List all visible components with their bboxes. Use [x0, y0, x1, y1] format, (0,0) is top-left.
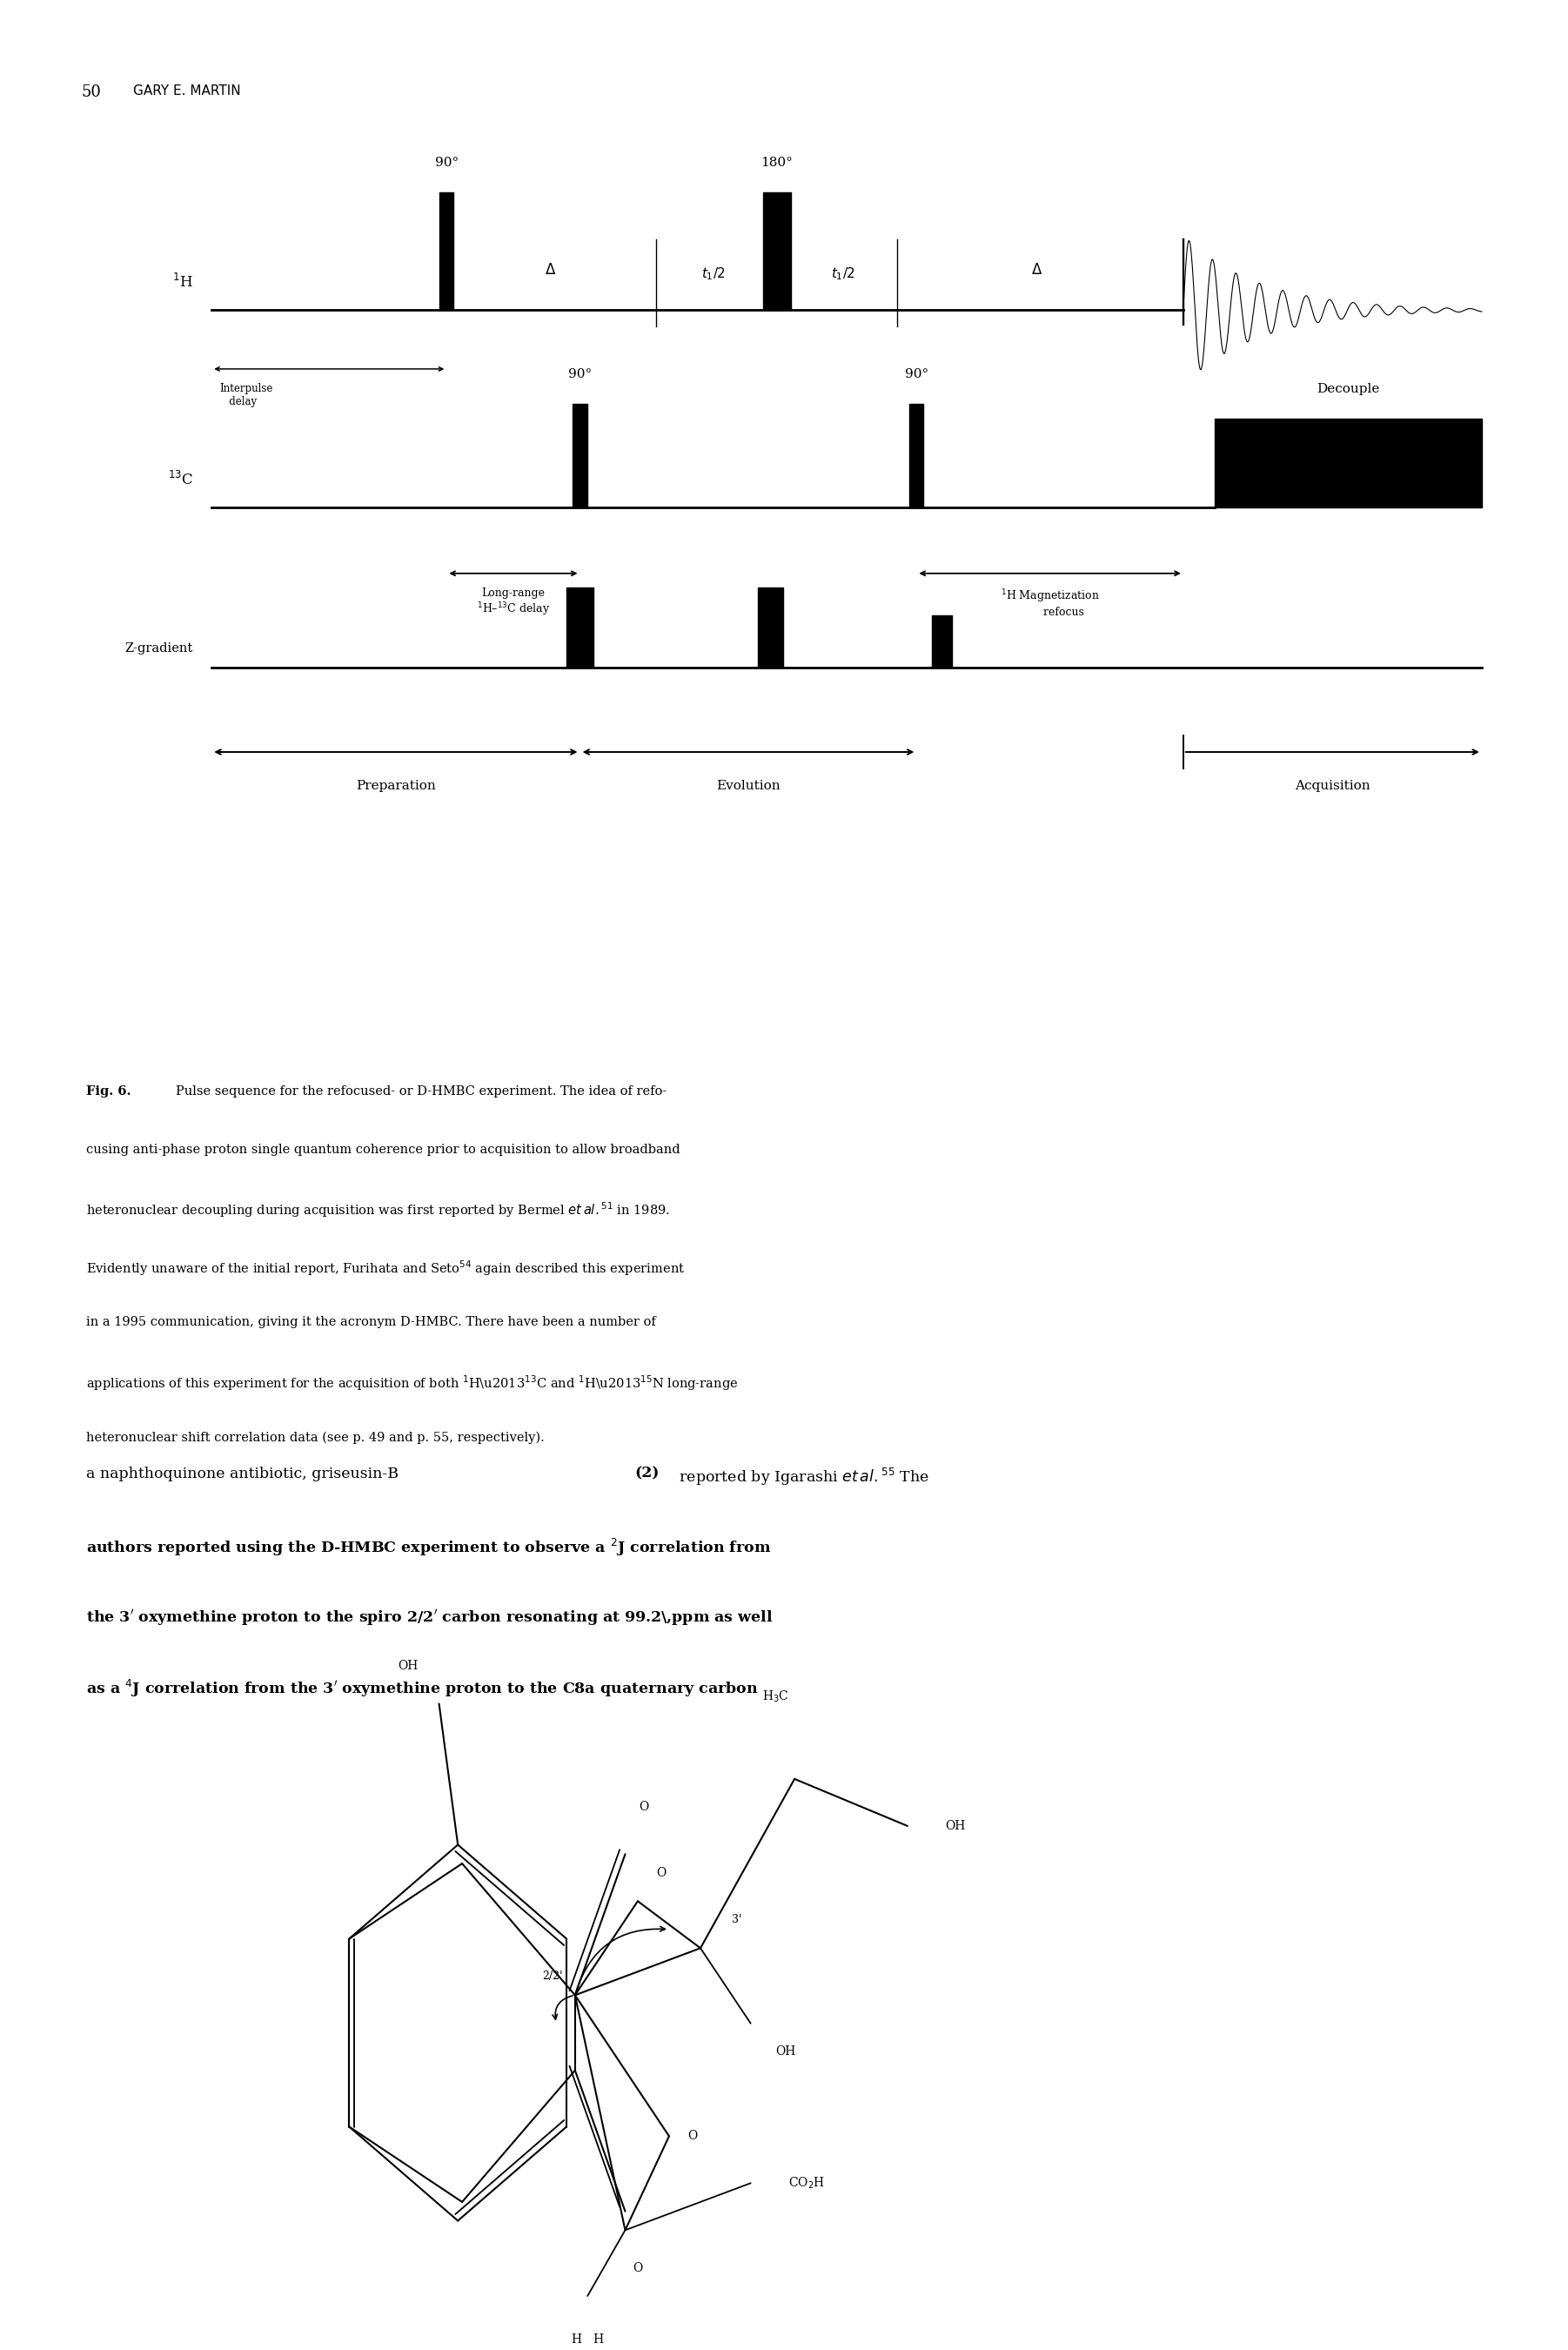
Text: O: O [688, 2129, 698, 2143]
Text: 3': 3' [732, 1915, 742, 1925]
Text: $^{1}$H: $^{1}$H [172, 273, 193, 291]
Text: $t_1/2$: $t_1/2$ [701, 266, 726, 282]
Bar [909, 404, 924, 508]
Text: Fig. 6.: Fig. 6. [86, 1086, 132, 1097]
Text: O: O [657, 1866, 666, 1880]
Text: 2/2': 2/2' [543, 1972, 563, 1981]
Text: heteronuclear shift correlation data (see p. 49 and p. 55, respectively).: heteronuclear shift correlation data (se… [86, 1431, 544, 1443]
Text: H   H: H H [571, 2334, 604, 2345]
Bar [931, 616, 952, 667]
Text: CO$_2$H: CO$_2$H [789, 2176, 825, 2190]
Text: as a $^{4}$J correlation from the 3$'$ oxymethine proton to the C8a quaternary c: as a $^{4}$J correlation from the 3$'$ o… [86, 1678, 759, 1699]
Text: 90°: 90° [434, 157, 458, 169]
Text: heteronuclear decoupling during acquisition was first reported by Bermel $et\,al: heteronuclear decoupling during acquisit… [86, 1201, 670, 1220]
Text: Long-range
$^{1}$H–$^{13}$C delay: Long-range $^{1}$H–$^{13}$C delay [477, 588, 550, 618]
Text: H$_3$C: H$_3$C [762, 1690, 789, 1704]
Bar [566, 588, 593, 667]
Text: O: O [640, 1800, 649, 1814]
Text: applications of this experiment for the acquisition of both $^{1}$H\u2013$^{13}$: applications of this experiment for the … [86, 1372, 739, 1394]
Text: Evidently unaware of the initial report, Furihata and Seto$^{54}$ again describe: Evidently unaware of the initial report,… [86, 1260, 685, 1278]
Text: O: O [633, 2261, 643, 2275]
Text: authors reported using the D-HMBC experiment to observe a $^{2}$J correlation fr: authors reported using the D-HMBC experi… [86, 1537, 771, 1558]
Text: OH: OH [776, 2044, 797, 2059]
Text: Interpulse
   delay: Interpulse delay [220, 383, 273, 407]
Text: Decouple: Decouple [1317, 383, 1380, 395]
Text: in a 1995 communication, giving it the acronym D-HMBC. There have been a number : in a 1995 communication, giving it the a… [86, 1316, 655, 1328]
Text: cusing anti-phase proton single quantum coherence prior to acquisition to allow : cusing anti-phase proton single quantum … [86, 1142, 681, 1156]
Text: Preparation: Preparation [356, 780, 436, 792]
Text: the 3$'$ oxymethine proton to the spiro 2/2$'$ carbon resonating at 99.2\,ppm as: the 3$'$ oxymethine proton to the spiro … [86, 1607, 773, 1629]
Text: Evolution: Evolution [717, 780, 781, 792]
Bar [439, 193, 453, 310]
Text: GARY E. MARTIN: GARY E. MARTIN [133, 85, 241, 99]
Text: 90°: 90° [905, 369, 928, 381]
Text: Z-gradient: Z-gradient [125, 642, 193, 656]
Bar [1215, 418, 1482, 508]
Text: (2): (2) [635, 1466, 660, 1480]
Text: OH: OH [946, 1819, 966, 1833]
Text: $^{1}$H Magnetization
        refocus: $^{1}$H Magnetization refocus [1000, 588, 1099, 618]
Bar [762, 193, 790, 310]
Text: Acquisition: Acquisition [1295, 780, 1370, 792]
Text: 50: 50 [82, 85, 102, 101]
Text: $\Delta$: $\Delta$ [1032, 263, 1043, 277]
Text: Pulse sequence for the refocused- or D-HMBC experiment. The idea of refo-: Pulse sequence for the refocused- or D-H… [176, 1086, 666, 1097]
Bar [572, 404, 586, 508]
Text: OH: OH [398, 1659, 417, 1673]
Text: $^{13}$C: $^{13}$C [168, 470, 193, 489]
Bar [757, 588, 782, 667]
Text: $t_1/2$: $t_1/2$ [831, 266, 855, 282]
Text: 90°: 90° [568, 369, 591, 381]
Text: 180°: 180° [760, 157, 793, 169]
Text: reported by Igarashi $et\,al.^{55}$ The: reported by Igarashi $et\,al.^{55}$ The [674, 1466, 930, 1488]
Text: a naphthoquinone antibiotic, griseusin-B: a naphthoquinone antibiotic, griseusin-B [86, 1466, 403, 1480]
Text: $\Delta$: $\Delta$ [546, 263, 557, 277]
